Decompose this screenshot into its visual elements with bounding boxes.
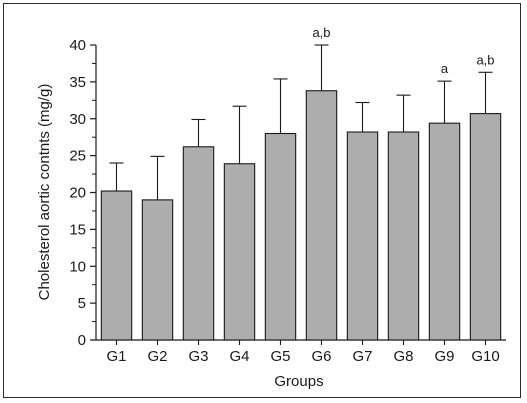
y-tick-labels: 0 5 10 15 20 25 30 35 40: [69, 37, 86, 349]
bar-g5: [264, 132, 297, 341]
y-tick-label: 0: [78, 332, 86, 349]
y-tick-label: 5: [78, 295, 86, 312]
x-tick-label: G9: [434, 348, 454, 365]
y-axis-label: Cholesterol aortic contnts (mg/g): [36, 84, 53, 301]
x-tick-label: G4: [229, 348, 249, 365]
x-tick-label: G8: [393, 348, 413, 365]
significance-label: a,b: [312, 25, 330, 40]
x-axis-label: Groups: [274, 373, 323, 390]
bar-g7: [346, 131, 379, 341]
x-tick-labels: G1 G2 G3 G4 G5 G6 G7 G8 G9 G10: [106, 348, 499, 365]
x-tick-label: G1: [106, 348, 126, 365]
bar-g2: [141, 199, 174, 341]
bar-g10: [469, 113, 502, 341]
bar-g4: [223, 163, 256, 341]
x-tick-label: G7: [352, 348, 372, 365]
chart-frame: a,b a a,b G1 G2 G3 G4 G5 G6 G7 G8 G9 G10 0 5 10 15 20 25…: [3, 3, 521, 398]
x-tick-label: G3: [188, 348, 208, 365]
x-tick-label: G5: [270, 348, 290, 365]
x-tick-label: G2: [147, 348, 167, 365]
y-tick-label: 40: [69, 37, 86, 54]
bars: [100, 90, 502, 341]
y-tick-label: 35: [69, 74, 86, 91]
bar-g9: [428, 122, 461, 341]
bar-g6: [305, 90, 338, 341]
bar-g8: [387, 131, 420, 341]
y-tick-label: 15: [69, 221, 86, 238]
bar-g3: [182, 146, 215, 341]
y-tick-label: 20: [69, 185, 86, 202]
annotations: a,b a a,b: [312, 25, 494, 76]
x-tick-label: G10: [471, 348, 499, 365]
y-tick-label: 10: [69, 258, 86, 275]
y-tick-label: 25: [69, 148, 86, 165]
significance-label: a: [441, 61, 449, 76]
x-tick-label: G6: [311, 348, 331, 365]
y-tick-label: 30: [69, 111, 86, 128]
bar-chart: a,b a a,b G1 G2 G3 G4 G5 G6 G7 G8 G9 G10 0 5 10 15 20 25…: [36, 25, 506, 390]
significance-label: a,b: [476, 52, 494, 67]
error-bars: [109, 44, 493, 200]
bar-g1: [100, 190, 133, 341]
